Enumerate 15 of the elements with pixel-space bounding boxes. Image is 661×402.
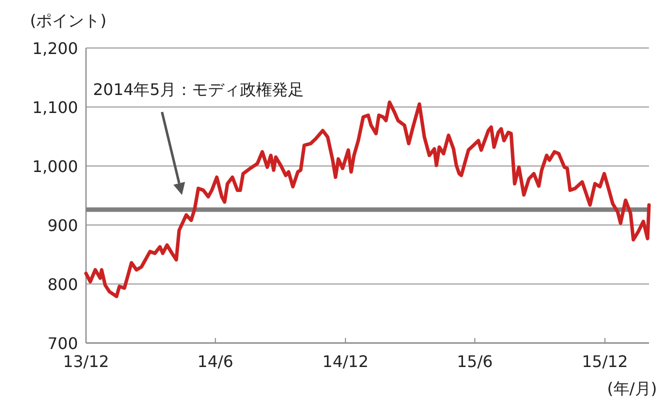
y-tick-label: 800 — [47, 275, 78, 294]
x-tick-label: 14/6 — [197, 352, 234, 371]
y-tick-label: 1,000 — [32, 157, 78, 176]
x-tick-label: 15/12 — [582, 352, 628, 371]
x-tick-label: 14/12 — [322, 352, 369, 371]
annotation: 2014年5月：モディ政権発足 — [93, 80, 304, 99]
y-tick-label: 700 — [47, 334, 78, 353]
x-tick-label: 15/6 — [456, 352, 493, 371]
y-tick-label: 1,100 — [32, 98, 78, 117]
x-tick-label: 13/12 — [62, 352, 110, 371]
line-series — [84, 100, 651, 298]
y-tick-label: 900 — [47, 216, 78, 235]
y-tick-label: 1,200 — [32, 39, 78, 58]
x-axis-title: (年/月) — [607, 379, 657, 398]
y-axis-title: (ポイント) — [30, 11, 106, 30]
